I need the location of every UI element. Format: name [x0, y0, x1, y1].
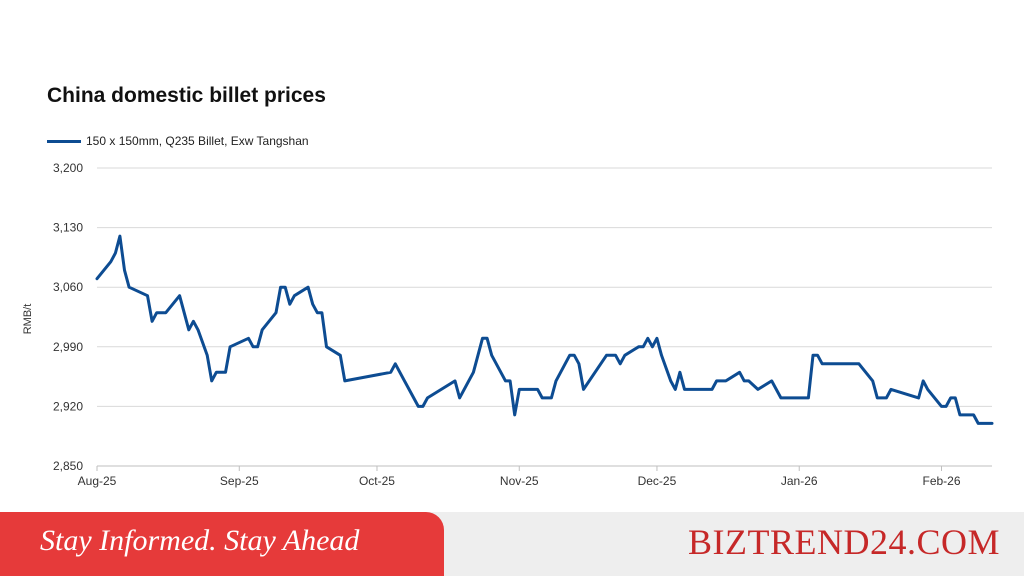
legend-swatch [47, 139, 81, 143]
x-tick-labels: Aug-25 Sep-25 Oct-25 Nov-25 Dec-25 Jan-26 Feb-… [78, 474, 961, 488]
y-tick-labels: 2,850 2,920 2,990 3,060 3,130 3,200 [53, 161, 83, 473]
tagline-box: Stay Informed. Stay Ahead [0, 512, 444, 576]
brand-logo: BIZTREND24.COM [688, 522, 1000, 562]
legend-label: 150 x 150mm, Q235 Billet, Exw Tangshan [86, 134, 309, 148]
series-lines [95, 234, 994, 425]
chart-legend: 150 x 150mm, Q235 Billet, Exw Tangshan [47, 133, 309, 149]
x-tick-label: Jan-26 [781, 474, 818, 488]
x-tick-label: Aug-25 [78, 474, 117, 488]
line-chart: 2,850 2,920 2,990 3,060 3,130 3,200 Aug-25 Sep… [22, 161, 994, 488]
x-tick-label: Sep-25 [220, 474, 259, 488]
y-tick-label: 3,200 [53, 161, 83, 175]
x-tick-label: Dec-25 [638, 474, 677, 488]
x-tick-label: Feb-26 [922, 474, 960, 488]
y-tick-label: 2,850 [53, 459, 83, 473]
y-axis-label: RMB/t [22, 304, 34, 335]
footer-banner: Stay Informed. Stay Ahead BIZTREND24.COM [0, 512, 1024, 576]
y-tick-label: 2,990 [53, 340, 83, 354]
chart-title: China domestic billet prices [47, 84, 326, 107]
series-line [95, 234, 994, 425]
grid-lines [97, 167, 992, 407]
axes [96, 465, 992, 471]
y-tick-label: 3,060 [53, 280, 83, 294]
y-tick-label: 3,130 [53, 221, 83, 235]
x-tick-label: Nov-25 [500, 474, 539, 488]
y-tick-label: 2,920 [53, 399, 83, 413]
x-tick-label: Oct-25 [359, 474, 395, 488]
tagline: Stay Informed. Stay Ahead [40, 524, 360, 557]
